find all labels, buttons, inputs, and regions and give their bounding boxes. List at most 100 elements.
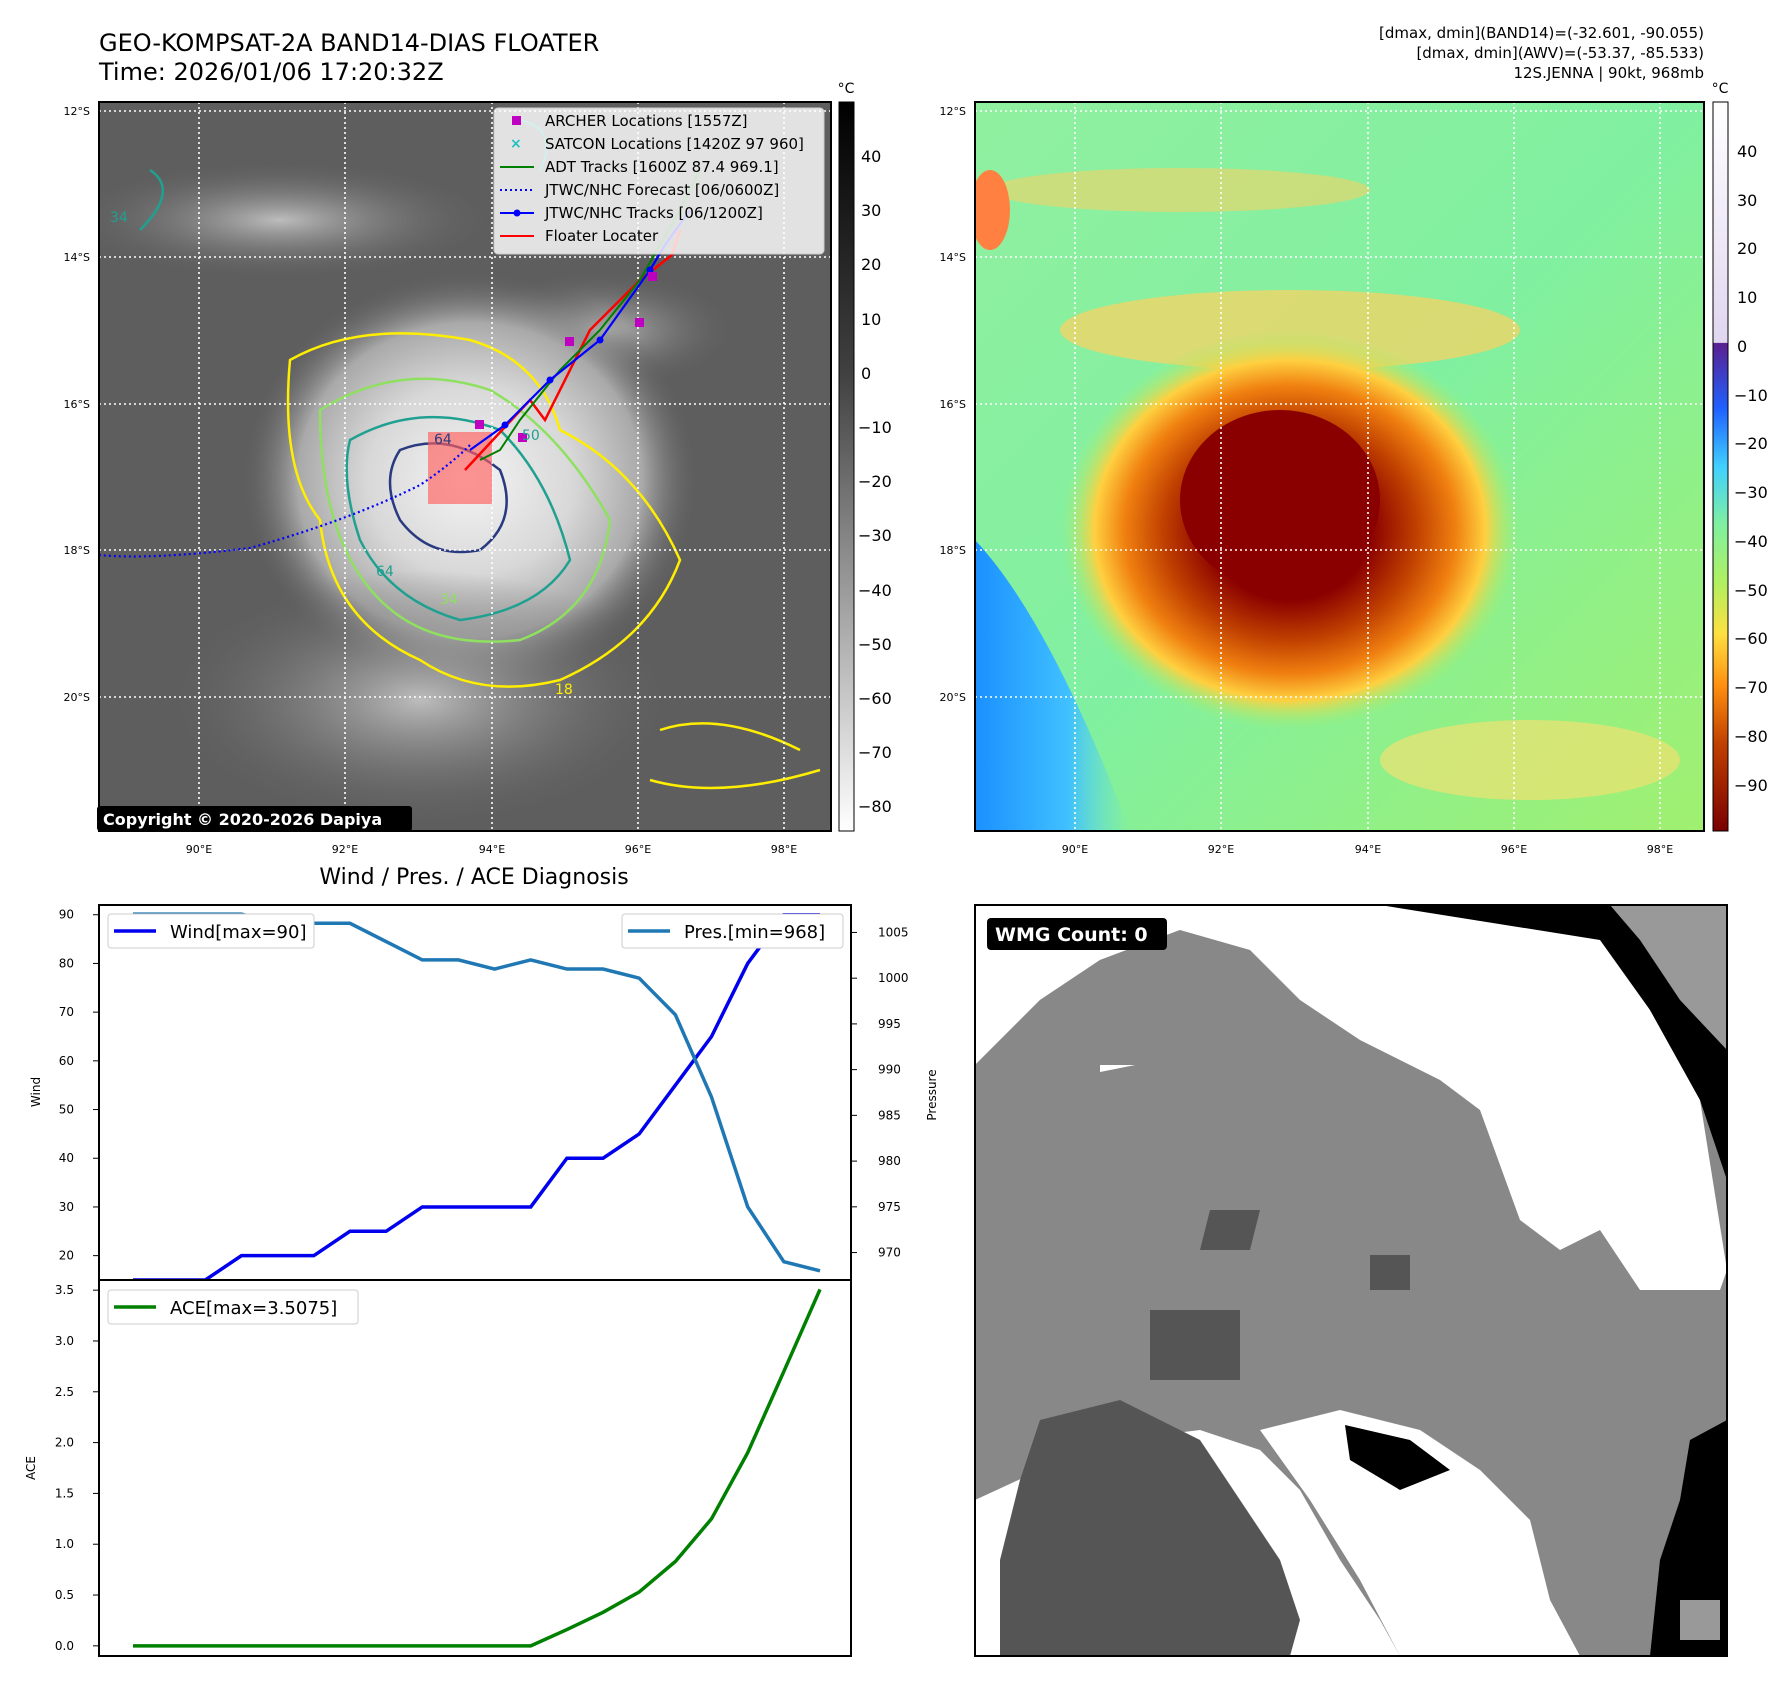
contour-label: 64 xyxy=(376,564,394,580)
pressure-tick-label: 980 xyxy=(878,1154,901,1168)
ir-lon-label: 98°E xyxy=(771,843,797,856)
contour-label: 64 xyxy=(434,432,452,448)
wind-axis-label: Wind xyxy=(29,1077,43,1107)
ace-series-line xyxy=(133,1288,822,1648)
wind-tick-label: 40 xyxy=(59,1151,74,1165)
ace-tick-label: 0.5 xyxy=(55,1588,74,1602)
copyright-label: Copyright © 2020-2026 Dapiya xyxy=(103,810,382,829)
awv-cb-tick: −60 xyxy=(1734,629,1768,648)
pressure-tick-label: 970 xyxy=(878,1246,901,1260)
ir-lat-label: 12°S xyxy=(64,105,90,118)
ace-axis-label: ACE xyxy=(24,1456,38,1480)
ace-tick-label: 1.5 xyxy=(55,1486,74,1500)
awv-cb-tick: −80 xyxy=(1734,727,1768,746)
pressure-tick-label: 990 xyxy=(878,1063,901,1077)
pressure-legend-label: Pres.[min=968] xyxy=(684,922,825,943)
wind-tick-label: 50 xyxy=(59,1103,74,1117)
awv-colorbar-unit: °C xyxy=(1712,81,1729,97)
ir-cb-tick: −30 xyxy=(858,526,892,545)
ir-cb-tick: −20 xyxy=(858,472,892,491)
figure-time: Time: 2026/01/06 17:20:32Z xyxy=(98,58,444,86)
wind-tick-label: 20 xyxy=(59,1249,74,1263)
ace-tick-label: 3.5 xyxy=(55,1283,74,1297)
ace-chart: ACE 3.5 3.0 2.5 2.0 1.5 1.0 0.5 0.0 ACE[max=3.5… xyxy=(24,1279,852,1657)
ace-tick-label: 1.0 xyxy=(55,1537,74,1551)
ir-cb-tick: 0 xyxy=(861,364,871,383)
contour-label: 34 xyxy=(440,592,458,608)
pressure-axis-label: Pressure xyxy=(925,1069,939,1120)
awv-cb-tick: −70 xyxy=(1734,678,1768,697)
legend-jtwc-tracks: JTWC/NHC Tracks [06/1200Z] xyxy=(544,204,763,222)
ir-lon-label: 92°E xyxy=(332,843,358,856)
awv-lon-label: 92°E xyxy=(1208,843,1234,856)
awv-cb-tick: 40 xyxy=(1737,142,1757,161)
wind-legend-label: Wind[max=90] xyxy=(170,922,307,943)
awv-cb-tick: 0 xyxy=(1737,337,1747,356)
wind-tick-label: 90 xyxy=(59,908,74,922)
ace-legend: ACE[max=3.5075] xyxy=(107,1289,359,1325)
info-line-2: [dmax, dmin](AWV)=(-53.37, -85.533) xyxy=(1416,44,1704,62)
ir-lon-label: 94°E xyxy=(479,843,505,856)
awv-cb-tick: −40 xyxy=(1734,532,1768,551)
figure-title: GEO-KOMPSAT-2A BAND14-DIAS FLOATER xyxy=(99,29,599,57)
awv-lat-label: 18°S xyxy=(940,544,966,557)
ir-cb-tick: −50 xyxy=(858,635,892,654)
ir-cb-tick: −70 xyxy=(858,743,892,762)
ir-legend: ARCHER Locations [1557Z] × SATCON Locati… xyxy=(493,107,825,255)
ace-tick-label: 2.5 xyxy=(55,1385,74,1399)
wmg-panel: WMG Count: 0 xyxy=(974,904,1728,1657)
ir-lat-label: 14°S xyxy=(64,251,90,264)
contour-label: 34 xyxy=(110,210,128,226)
awv-cb-tick: 10 xyxy=(1737,288,1757,307)
wind-series-line xyxy=(133,912,820,1282)
legend-archer: ARCHER Locations [1557Z] xyxy=(545,112,748,130)
ir-cb-tick: 20 xyxy=(861,255,881,274)
pressure-tick-label: 985 xyxy=(878,1108,901,1122)
wind-pressure-chart: Wind / Pres. / ACE Diagnosis Wind Pressu… xyxy=(29,865,939,1282)
info-line-3: 12S.JENNA | 90kt, 968mb xyxy=(1513,64,1704,82)
awv-lat-label: 14°S xyxy=(940,251,966,264)
ir-colorbar-ticks: 40 30 20 10 0 −10 −20 −30 −40 −50 −60 −7… xyxy=(858,147,892,816)
awv-cb-tick: 30 xyxy=(1737,191,1757,210)
wind-tick-label: 60 xyxy=(59,1054,74,1068)
wind-tick-label: 80 xyxy=(59,956,74,970)
awv-lon-label: 98°E xyxy=(1647,843,1673,856)
awv-cb-tick: −10 xyxy=(1734,386,1768,405)
ir-cb-tick: −10 xyxy=(858,418,892,437)
ir-lat-label: 18°S xyxy=(64,544,90,557)
legend-jtwc-forecast: JTWC/NHC Forecast [06/0600Z] xyxy=(544,181,779,199)
ir-cb-tick: −40 xyxy=(858,581,892,600)
ir-lat-label: 20°S xyxy=(64,691,90,704)
contour-label: 50 xyxy=(522,428,540,444)
ir-cb-tick: −80 xyxy=(858,797,892,816)
awv-colorbar xyxy=(1712,101,1729,832)
ir-cb-tick: 40 xyxy=(861,147,881,166)
wmg-count-label: WMG Count: 0 xyxy=(995,924,1148,946)
awv-colorbar-ticks: 40 30 20 10 0 −10 −20 −30 −40 −50 −60 −7… xyxy=(1734,142,1768,795)
ace-legend-label: ACE[max=3.5075] xyxy=(170,1298,337,1319)
pressure-tick-label: 1005 xyxy=(878,925,909,939)
wind-legend: Wind[max=90] xyxy=(107,913,315,949)
awv-cb-tick: −30 xyxy=(1734,483,1768,502)
wind-tick-label: 70 xyxy=(59,1005,74,1019)
awv-lat-label: 12°S xyxy=(940,105,966,118)
ir-colorbar xyxy=(838,101,855,832)
pressure-tick-label: 975 xyxy=(878,1200,901,1214)
contour-label: 18 xyxy=(555,682,573,698)
awv-lat-label: 16°S xyxy=(940,398,966,411)
awv-panel: 12°S 14°S 16°S 18°S 20°S 90°E 92°E 94°E … xyxy=(940,81,1768,856)
awv-lon-label: 94°E xyxy=(1355,843,1381,856)
wind-tick-label: 30 xyxy=(59,1200,74,1214)
ace-lines xyxy=(133,1288,822,1648)
ir-lat-label: 16°S xyxy=(64,398,90,411)
ir-cb-tick: −60 xyxy=(858,689,892,708)
ir-colorbar-unit: °C xyxy=(838,81,855,97)
pressure-legend: Pres.[min=968] xyxy=(621,913,844,949)
chart-title: Wind / Pres. / ACE Diagnosis xyxy=(319,865,628,890)
legend-satcon: SATCON Locations [1420Z 97 960] xyxy=(545,135,804,153)
pressure-tick-label: 1000 xyxy=(878,971,909,985)
ir-cb-tick: 30 xyxy=(861,201,881,220)
ir-satellite-panel: 64 34 50 64 34 18 ARCHER Locations [1557… xyxy=(64,81,892,856)
awv-cb-tick: −20 xyxy=(1734,434,1768,453)
